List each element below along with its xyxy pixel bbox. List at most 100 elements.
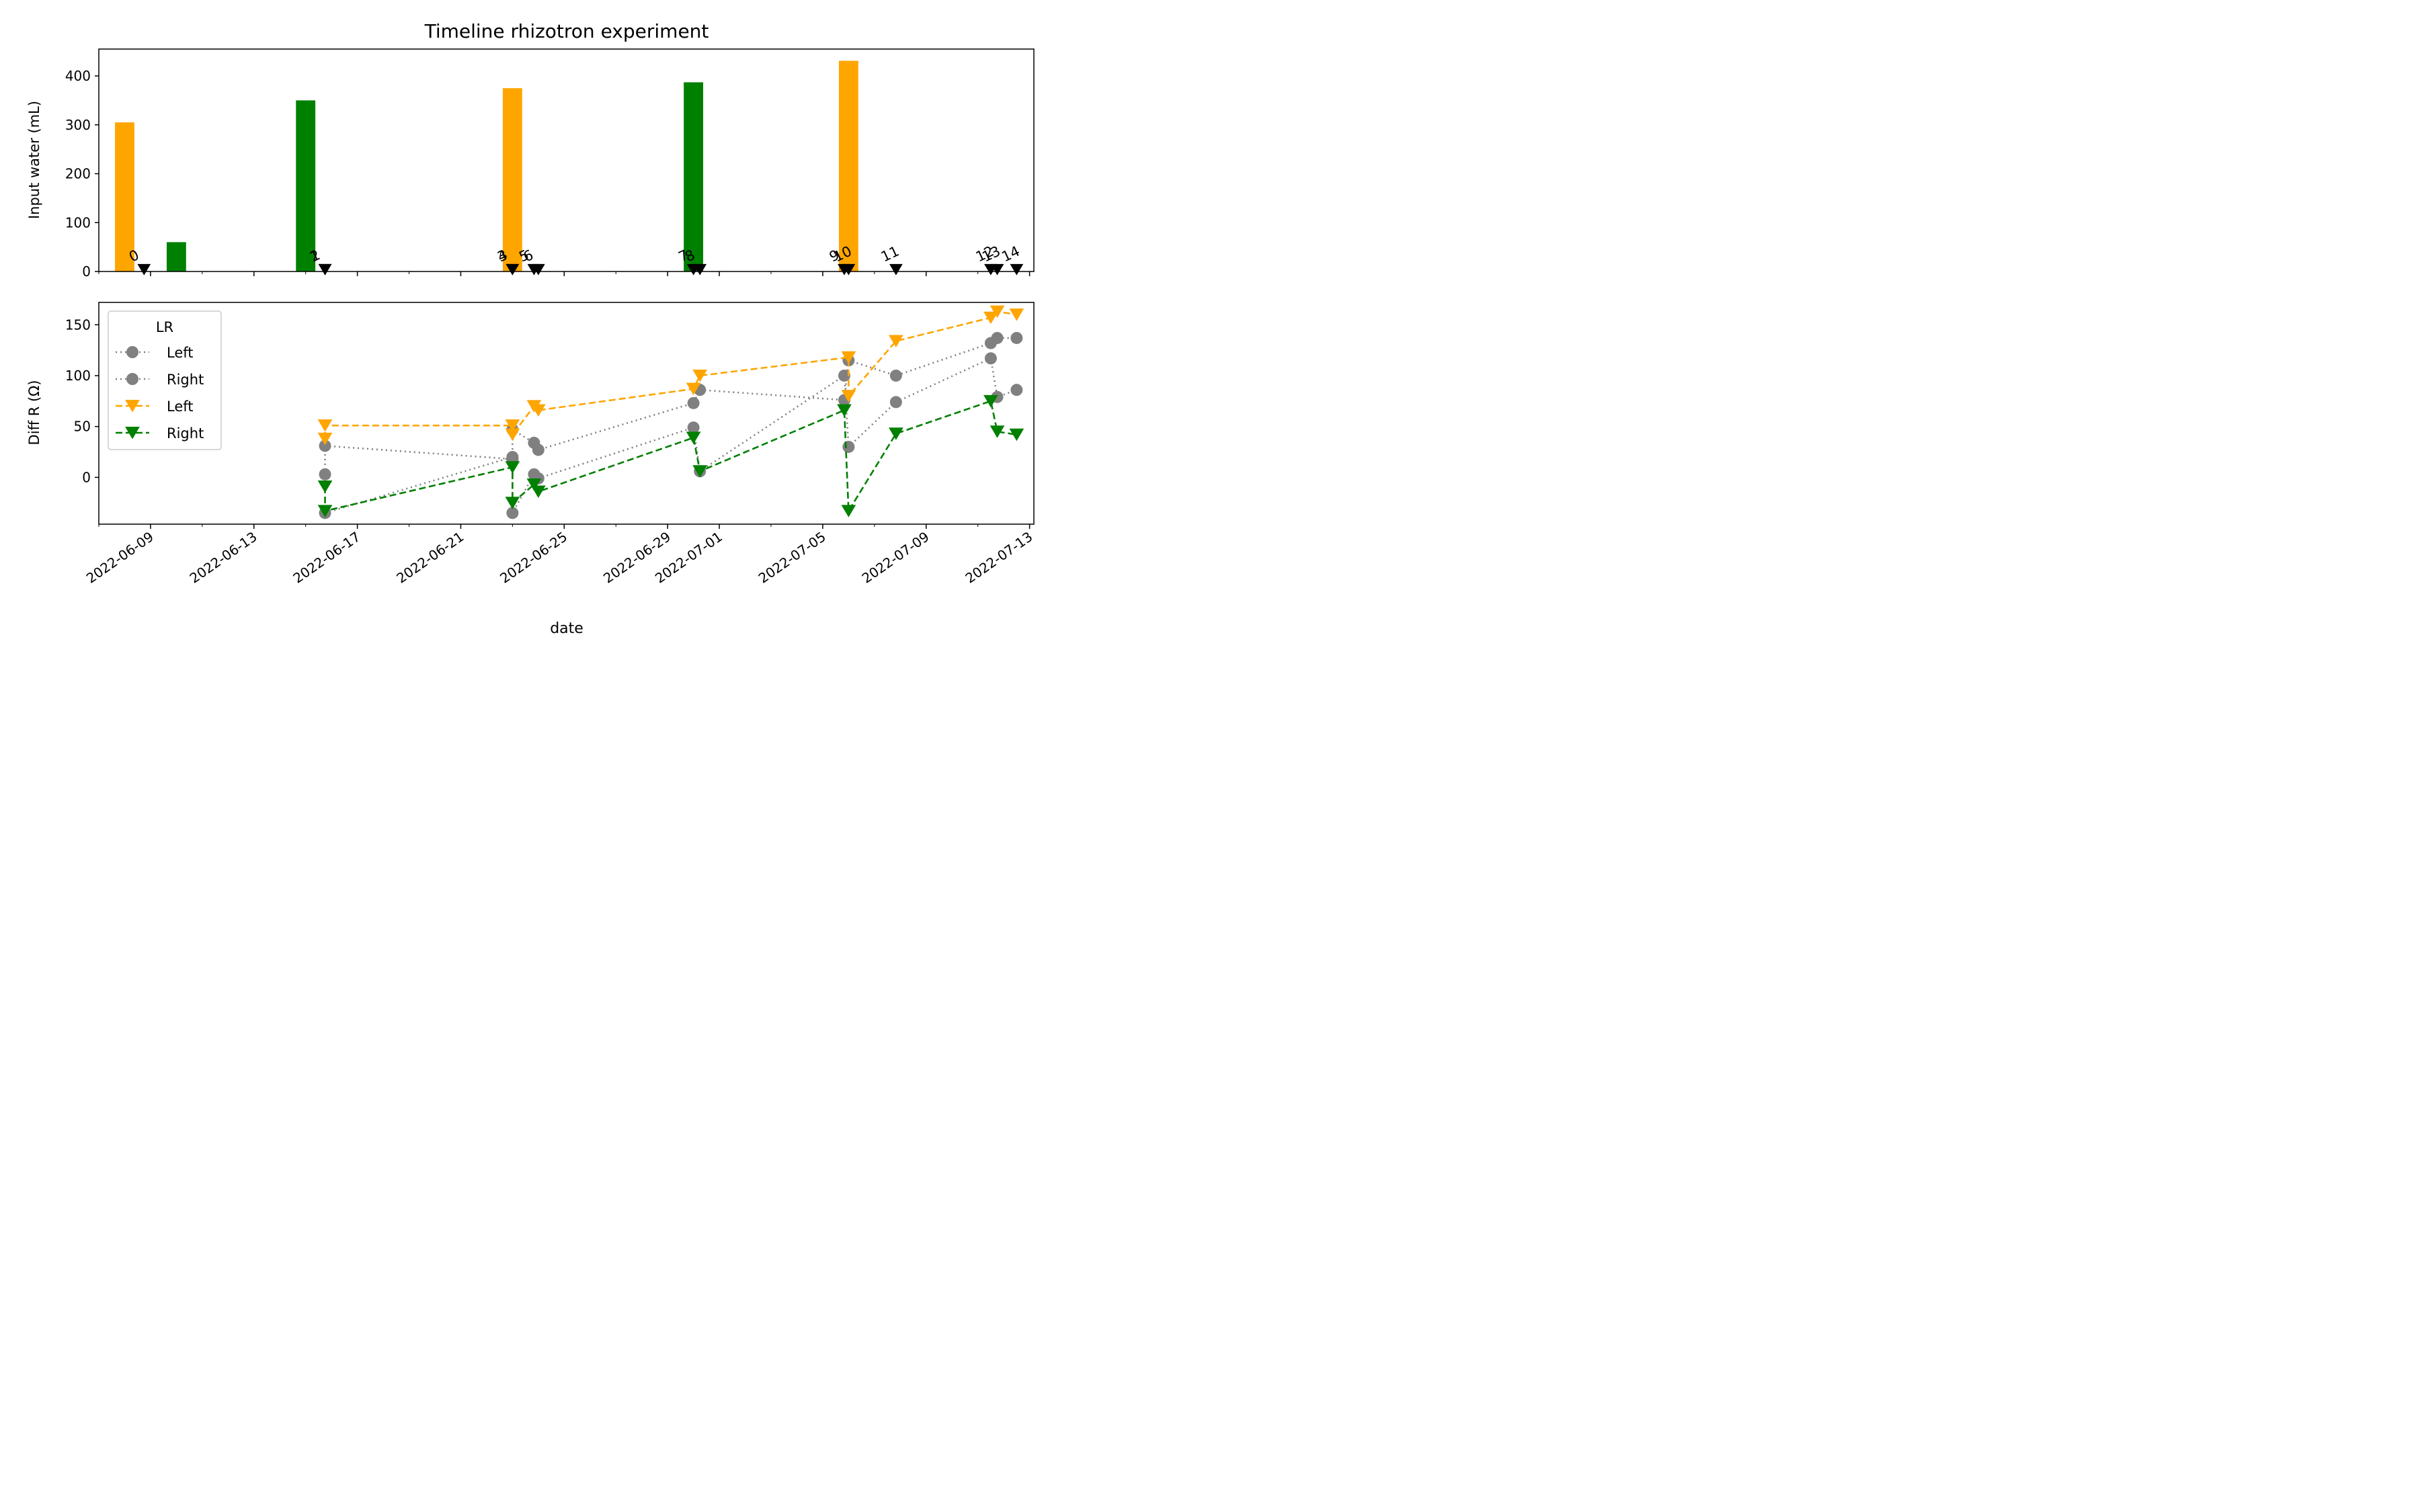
series-point [841,390,856,403]
legend-box [108,310,222,450]
top-y-axis-ticks: 0 100 200 300 400 [65,68,99,280]
bottom-y-axis-label: Diff R (Ω) [26,380,42,446]
series-point [889,369,902,382]
water-bar [115,122,134,271]
series-point [837,404,852,417]
x-tick-label: 2022-06-13 [187,528,260,586]
event-marker [506,263,520,276]
water-bars [115,60,858,271]
bottom-axes-frame [98,302,1035,525]
series-point [889,427,903,440]
resistance-panel: 0 50 100 150 2022-06-09 2022-06-13 2022-06-17… [26,302,1035,637]
legend-entry-label: Right [167,425,204,442]
legend-marker [126,346,138,358]
series-line-3 [324,400,1017,514]
x-tick-label: 2022-07-13 [962,528,1035,586]
series-point [506,507,519,519]
series-point [984,352,997,365]
series-point [889,396,902,409]
series-point [1009,308,1024,321]
series-point [530,404,546,417]
legend: LR Left Right Left Right [108,310,222,450]
event-marker [137,263,151,276]
series-point [1009,428,1024,442]
series-point [990,425,1005,438]
series-point [686,431,701,444]
legend-entry-label: Left [167,345,194,361]
series-line-0 [324,337,1017,474]
water-bar [296,100,316,271]
x-tick-label: 2022-06-21 [393,528,467,586]
series-point [505,419,520,432]
series-point [990,305,1005,319]
series-point [687,396,700,409]
series-point [842,440,855,453]
bottom-y-axis-ticks: 0 50 100 150 [65,317,99,485]
y-tick-label: 0 [82,263,91,280]
series-point [983,394,998,408]
event-marker [842,263,856,276]
series-point [532,444,544,456]
event-label: 14 [999,243,1022,265]
chart-title: Timeline rhizotron experiment [424,20,709,42]
series-point [506,451,519,464]
y-tick-label: 50 [74,419,91,435]
series-point [687,421,700,434]
rhizotron-timeline-figure: Timeline rhizotron experiment 0 12 34 56 78 9… [26,20,1035,637]
water-bar [502,88,522,271]
top-y-axis-label: Input water (mL) [26,101,42,219]
x-tick-label: 2022-06-09 [83,528,157,586]
water-bar [838,60,858,271]
event-marker [318,263,332,276]
y-tick-label: 100 [65,214,91,230]
series-point [991,331,1004,344]
x-tick-label: 2022-07-05 [756,528,829,586]
resistance-series [317,305,1024,519]
event-marker [1010,263,1024,276]
x-tick-label: 2022-06-17 [290,528,363,586]
event-marker [693,263,707,276]
water-bar [166,242,186,271]
x-tick-label: 2022-06-25 [497,528,570,586]
y-tick-label: 150 [65,317,91,333]
series-point [317,419,333,432]
series-line-2 [324,310,1017,439]
series-point [838,369,850,382]
bottom-x-axis-ticks: 2022-06-09 2022-06-13 2022-06-17 2022-06-21… [83,524,1035,587]
y-tick-label: 100 [65,368,91,384]
legend-marker [125,427,140,439]
water-bar [684,82,704,271]
legend-entry-label: Right [167,372,204,388]
legend-title: LR [156,319,173,335]
series-point [686,382,701,396]
series-point [505,497,520,509]
series-line-1 [325,357,1017,517]
series-point [1010,331,1023,344]
series-point [841,351,856,364]
y-tick-label: 0 [82,469,91,485]
legend-entry-label: Left [167,398,194,415]
series-point [1010,384,1023,396]
legend-marker [125,400,140,413]
series-point [319,439,331,452]
series-point [692,465,708,478]
x-axis-label: date [550,620,583,637]
series-point [983,311,998,325]
series-point [889,335,903,348]
series-point [526,478,542,491]
event-marker [990,263,1004,276]
y-tick-label: 400 [65,68,91,84]
series-point [317,480,333,493]
series-point [317,432,333,446]
event-marker [889,263,903,276]
series-point [317,505,333,517]
y-tick-label: 200 [65,166,91,182]
series-point [530,485,546,499]
top-x-axis-ticks [98,271,1031,276]
series-point [692,369,708,382]
series-point [505,461,520,474]
series-point [505,428,520,442]
legend-marker [126,373,138,385]
